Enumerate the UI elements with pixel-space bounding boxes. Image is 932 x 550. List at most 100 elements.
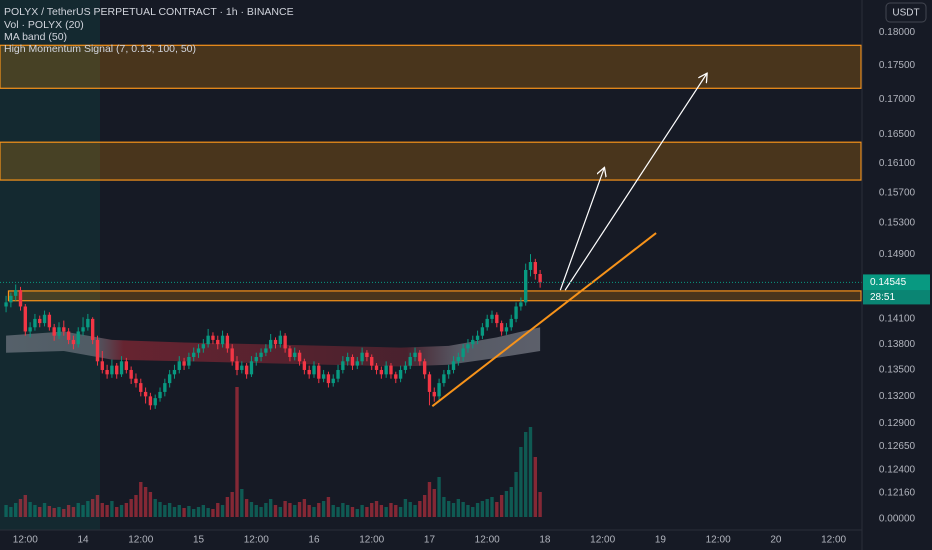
candle-body [62, 327, 66, 332]
candle-body [216, 339, 220, 345]
candle-body [519, 302, 523, 307]
y-tick-label: 0.12400 [879, 464, 916, 475]
y-tick-label: 0.17500 [879, 60, 916, 71]
volume-bar [105, 505, 109, 517]
y-tick-label: 0.16100 [879, 158, 916, 169]
volume-bar [389, 503, 393, 517]
candle-body [42, 314, 47, 324]
volume-bar [115, 507, 119, 517]
volume-bar [18, 499, 23, 517]
candle-body [115, 365, 119, 375]
volume-bar [283, 501, 287, 517]
candle-body [350, 356, 355, 366]
volume-bar [355, 509, 359, 517]
volume-bar [394, 505, 398, 517]
chart-title: POLYX / TetherUS PERPETUAL CONTRACT · 1h… [4, 6, 294, 18]
candle-body [490, 314, 494, 319]
candle-body [370, 356, 374, 366]
volume-bar [90, 499, 95, 517]
volume-bar [461, 502, 465, 517]
candle-body [220, 335, 225, 345]
volume-bar [528, 427, 533, 517]
candle-body [52, 327, 56, 336]
x-tick-label: 19 [655, 535, 667, 546]
indicator-label: MA band (50) [4, 31, 67, 43]
y-tick-label: 0.12650 [879, 441, 916, 452]
candle-body [196, 348, 201, 353]
arrow [559, 168, 604, 291]
x-tick-label: 14 [77, 535, 89, 546]
candle-body [158, 391, 162, 399]
y-tick-label: 0.15300 [879, 218, 916, 229]
volume-bar [177, 505, 181, 517]
candle-body [471, 339, 475, 345]
volume-bar [148, 492, 153, 517]
candle-body [110, 365, 114, 375]
candle-body [86, 318, 90, 328]
volume-bar [331, 505, 335, 517]
candle-body [33, 318, 37, 328]
volume-bar [490, 497, 494, 517]
volume-bar [86, 501, 90, 517]
volume-bar [129, 499, 133, 517]
volume-bar [269, 499, 273, 517]
candle-body [427, 374, 432, 392]
candle-body [293, 352, 297, 357]
volume-bar [187, 506, 191, 517]
volume-bar [447, 501, 451, 517]
candle-body [442, 374, 446, 384]
candle-body [360, 352, 364, 362]
candle-body [28, 327, 32, 332]
volume-bar [153, 499, 157, 517]
candle-body [403, 365, 408, 370]
candle-body [447, 369, 451, 375]
volume-bar [519, 447, 523, 517]
countdown-tag [863, 290, 930, 305]
volume-bar [66, 505, 71, 517]
candle-body [321, 374, 326, 379]
candle-body [422, 361, 427, 375]
candle-body [524, 269, 528, 303]
currency-button[interactable] [885, 2, 927, 23]
volume-bar [413, 505, 417, 517]
currency-label[interactable]: USDT [892, 8, 919, 19]
volume-bar [360, 505, 364, 517]
candle-body [538, 273, 542, 283]
volume-bar [509, 487, 513, 517]
volume-bar [240, 489, 244, 517]
candle-body [302, 361, 307, 370]
volume-bar [244, 499, 249, 517]
volume-bar [437, 477, 441, 517]
candle-body [235, 361, 239, 370]
candle-body [273, 339, 278, 345]
volume-bar [442, 497, 446, 517]
x-tick-label: 12:00 [359, 535, 384, 546]
candle-body [71, 339, 76, 345]
candle-body [461, 348, 465, 357]
candle-body [100, 361, 104, 370]
candle-body [331, 378, 335, 384]
candle-body [259, 352, 263, 357]
candle-body [437, 383, 441, 397]
volume-bar [451, 503, 456, 517]
candle-body [480, 327, 485, 336]
indicator-label: High Momentum Signal (7, 0.13, 100, 50) [4, 43, 196, 55]
candle-body [244, 365, 249, 375]
volume-bar [307, 505, 311, 517]
volume-bar [365, 507, 369, 517]
volume-bar [225, 497, 230, 517]
volume-bar [403, 499, 408, 517]
volume-bar [52, 508, 56, 517]
x-tick-label: 12:00 [475, 535, 500, 546]
countdown-label: 28:51 [870, 292, 895, 303]
volume-bar [312, 507, 316, 517]
candle-body [297, 352, 302, 362]
volume-bar [211, 509, 215, 517]
candle-body [163, 383, 167, 392]
x-tick-label: 18 [539, 535, 551, 546]
volume-bar [345, 505, 350, 517]
candle-body [456, 356, 461, 362]
